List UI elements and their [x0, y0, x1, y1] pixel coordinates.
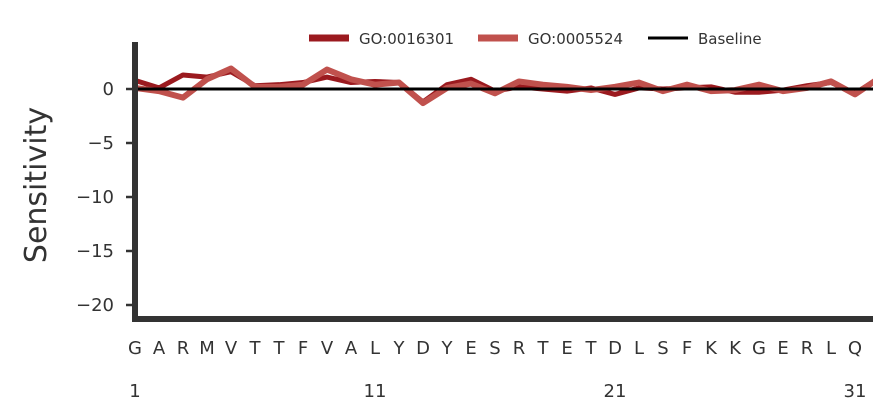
residue-label: E	[561, 338, 572, 359]
series-line-go-0005524	[134, 65, 873, 107]
residue-label: T	[249, 338, 262, 359]
legend-label: GO:0016301	[359, 30, 454, 48]
x-axis-position-labels: 1 11 21 31	[129, 381, 866, 402]
residue-label: G	[128, 338, 142, 359]
residue-label: E	[465, 338, 476, 359]
residue-label: R	[177, 338, 190, 359]
residue-label: F	[298, 338, 308, 359]
legend: GO:0016301 GO:0005524 Baseline	[309, 30, 762, 48]
residue-label: R	[801, 338, 814, 359]
series-lines	[134, 65, 873, 107]
position-label: 31	[844, 381, 867, 402]
residue-label: T	[537, 338, 550, 359]
residue-label: D	[608, 338, 622, 359]
legend-label: Baseline	[698, 30, 762, 48]
position-label: 1	[129, 381, 140, 402]
residue-label: K	[729, 338, 742, 359]
residue-label: Q	[848, 338, 862, 359]
residue-label: R	[513, 338, 526, 359]
y-tick-label: 0	[103, 79, 114, 100]
y-tick-label: −5	[87, 133, 114, 154]
position-label: 21	[604, 381, 627, 402]
legend-label: GO:0005524	[528, 30, 623, 48]
y-axis-ticks: 0 −5 −10 −15 −20	[76, 79, 135, 316]
residue-label: T	[585, 338, 598, 359]
residue-label: L	[370, 338, 380, 359]
residue-label: K	[705, 338, 718, 359]
residue-label: A	[153, 338, 166, 359]
y-tick-label: −15	[76, 241, 114, 262]
residue-label: Y	[441, 338, 454, 359]
residue-label: M	[199, 338, 215, 359]
residue-label: G	[752, 338, 766, 359]
residue-label: L	[826, 338, 836, 359]
residue-label: D	[416, 338, 430, 359]
y-axis-label: Sensitivity	[19, 107, 54, 263]
residue-label: V	[321, 338, 334, 359]
residue-label: F	[682, 338, 692, 359]
residue-label: L	[634, 338, 644, 359]
position-label: 11	[364, 381, 387, 402]
residue-label: T	[273, 338, 286, 359]
residue-label: S	[489, 338, 500, 359]
residue-label: V	[225, 338, 238, 359]
y-tick-label: −20	[76, 295, 114, 316]
residue-label: Y	[393, 338, 406, 359]
residue-label: A	[345, 338, 358, 359]
residue-label: E	[777, 338, 788, 359]
y-tick-label: −10	[76, 187, 114, 208]
residue-label: S	[657, 338, 668, 359]
